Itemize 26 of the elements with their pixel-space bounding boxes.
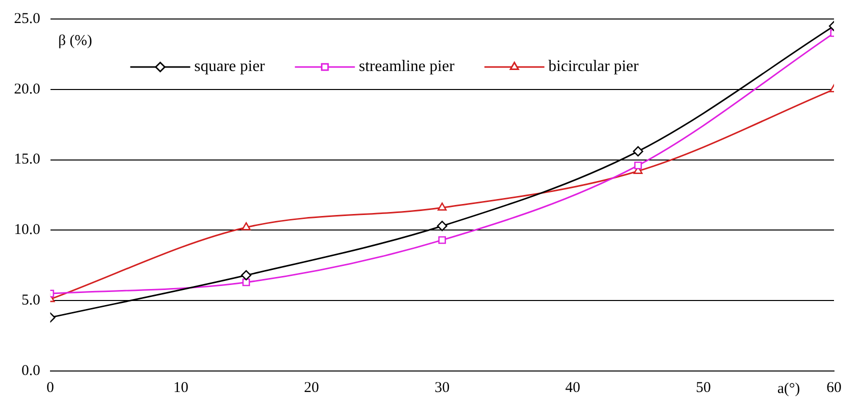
y-tick-label: 20.0: [14, 81, 40, 98]
point: [438, 202, 447, 211]
point: [436, 220, 448, 232]
point: [632, 146, 644, 156]
y-tick-label: 5.0: [22, 292, 40, 309]
legend-label: square pier: [194, 58, 266, 76]
point: [438, 236, 446, 244]
point: [241, 270, 252, 280]
x-tick-label: 20: [304, 380, 319, 396]
y-axis-title: β (%): [58, 32, 92, 49]
x-tick-label: 60: [826, 380, 842, 396]
x-tick-label: 30: [434, 380, 450, 396]
point: [634, 162, 642, 170]
x-axis-title: a(°): [777, 380, 800, 397]
x-tick-label: 40: [565, 380, 580, 396]
y-tick-label: 15.0: [14, 152, 40, 168]
legend-label: bicircular pier: [548, 58, 640, 76]
x-tick-label: 50: [696, 380, 711, 396]
y-tick-label: 25.0: [14, 10, 40, 27]
y-tick-label: 0.0: [22, 362, 40, 379]
legend-label: streamline pier: [358, 58, 456, 76]
point: [242, 222, 251, 230]
point: [242, 278, 250, 286]
x-tick-label: 10: [173, 380, 188, 396]
x-tick-label: 0: [46, 380, 54, 396]
y-tick-label: 10.0: [14, 222, 40, 238]
